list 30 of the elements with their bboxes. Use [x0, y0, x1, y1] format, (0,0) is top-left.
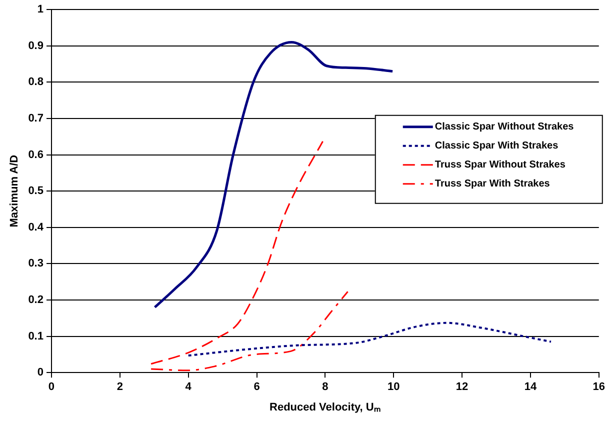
x-tick-label: 12 [456, 381, 468, 394]
y-tick-label: 0.5 [28, 185, 44, 198]
line-series [154, 41, 394, 309]
x-tick-label: 4 [185, 381, 192, 394]
x-tick-label: 14 [524, 381, 538, 394]
x-tick-label: 0 [48, 381, 55, 394]
y-tick-label: 0.7 [28, 112, 44, 125]
y-tick-label: 0.6 [28, 148, 44, 161]
x-tick-label: 2 [116, 381, 123, 394]
x-tick-label: 8 [322, 381, 328, 394]
line-series [150, 140, 324, 365]
legend-label: Classic Spar With Strakes [434, 140, 559, 152]
line-series [187, 322, 552, 357]
y-tick-label: 1 [37, 4, 44, 16]
legend-label: Truss Spar Without Strakes [434, 160, 566, 171]
y-tick-label: 0.4 [28, 221, 44, 234]
line-series [150, 290, 349, 372]
y-tick-label: 0 [37, 366, 44, 379]
x-tick-label: 6 [254, 381, 260, 394]
y-tick-label: 0.2 [28, 294, 44, 306]
y-tick-label: 0.9 [28, 40, 44, 52]
x-tick-label: 10 [387, 381, 400, 394]
y-axis-title: Maximum A/D [8, 154, 21, 228]
x-axis-title: Reduced Velocity, Uₘ [270, 401, 381, 414]
y-tick-label: 0.8 [28, 76, 44, 88]
y-tick-label: 0.1 [28, 330, 44, 342]
y-tick-label: 0.3 [28, 258, 44, 270]
x-tick-label: 16 [592, 381, 606, 394]
legend-label: Classic Spar Without Strakes [434, 122, 574, 133]
legend-label: Truss Spar With Strakes [434, 178, 550, 190]
